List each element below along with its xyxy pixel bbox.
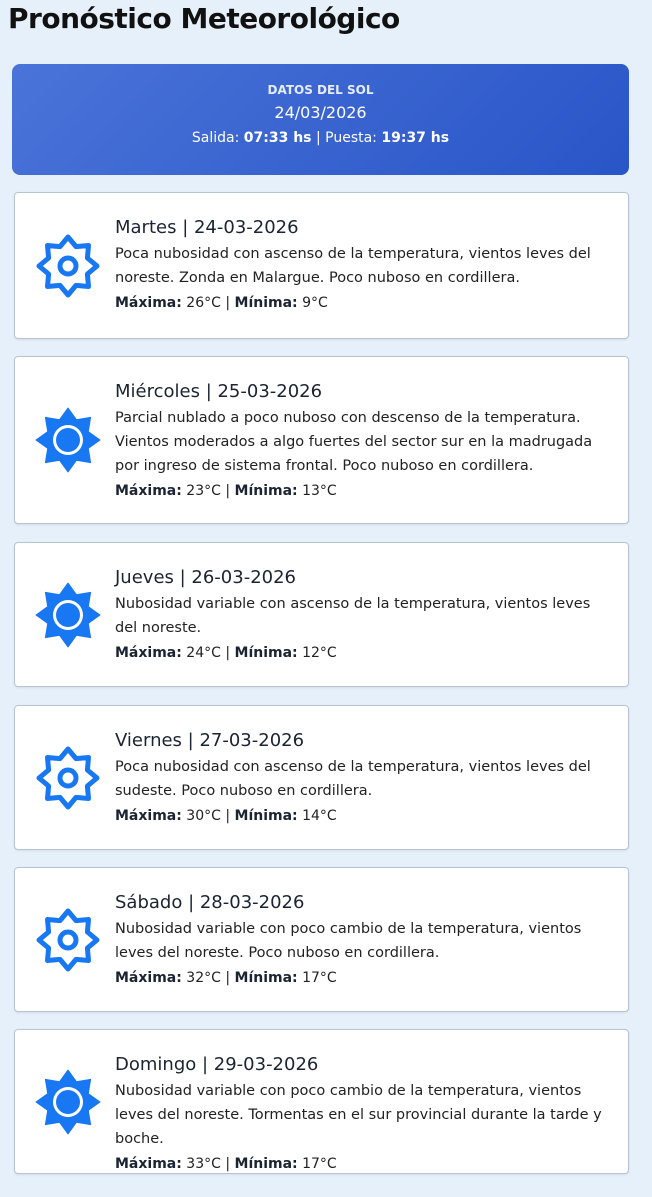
sunset-time: 19:37 hs xyxy=(381,130,450,146)
day-description: Parcial nublado a poco nuboso con descen… xyxy=(115,410,593,474)
day-title: Jueves | 26-03-2026 xyxy=(115,567,297,588)
min-label: Mínima: xyxy=(234,808,298,824)
day-title: Domingo | 29-03-2026 xyxy=(115,1054,319,1075)
day-description: Poca nubosidad con ascenso de la tempera… xyxy=(115,759,591,799)
min-label: Mínima: xyxy=(234,1156,298,1172)
day-temps: Máxima: 33°C | Mínima: 17°C xyxy=(115,1156,612,1172)
max-label: Máxima: xyxy=(115,483,182,499)
max-label: Máxima: xyxy=(115,295,182,311)
day-title: Martes | 24-03-2026 xyxy=(115,217,299,238)
max-label: Máxima: xyxy=(115,970,182,986)
max-temp: 26°C xyxy=(186,295,221,311)
sunset-label: Puesta: xyxy=(325,130,377,146)
max-label: Máxima: xyxy=(115,645,182,661)
min-label: Mínima: xyxy=(234,645,298,661)
separator: | xyxy=(225,1156,231,1172)
day-description: Poca nubosidad con ascenso de la tempera… xyxy=(115,246,591,286)
sunrise-label: Salida: xyxy=(191,130,240,146)
day-title: Viernes | 27-03-2026 xyxy=(115,730,305,751)
separator: | xyxy=(225,483,231,499)
page-title: Pronóstico Meteorológico xyxy=(8,2,400,35)
sun-times: Salida: 07:33 hs | Puesta: 19:37 hs xyxy=(12,130,629,146)
separator: | xyxy=(225,808,231,824)
min-temp: 17°C xyxy=(302,1156,337,1172)
sun-filled-icon xyxy=(35,407,101,473)
sun-outline-icon xyxy=(35,907,101,973)
min-label: Mínima: xyxy=(234,295,298,311)
day-description: Nubosidad variable con poco cambio de la… xyxy=(115,1083,602,1147)
forecast-card: Jueves | 26-03-2026 Nubosidad variable c… xyxy=(14,542,629,687)
min-label: Mínima: xyxy=(234,483,298,499)
sun-data-banner: DATOS DEL SOL 24/03/2026 Salida: 07:33 h… xyxy=(12,64,629,175)
separator: | xyxy=(315,130,321,146)
forecast-card: Domingo | 29-03-2026 Nubosidad variable … xyxy=(14,1029,629,1174)
day-temps: Máxima: 26°C | Mínima: 9°C xyxy=(115,295,612,311)
min-temp: 14°C xyxy=(302,808,337,824)
max-temp: 24°C xyxy=(186,645,221,661)
separator: | xyxy=(225,970,231,986)
forecast-card: Martes | 24-03-2026 Poca nubosidad con a… xyxy=(14,192,629,339)
sun-date: 24/03/2026 xyxy=(274,103,367,122)
max-label: Máxima: xyxy=(115,1156,182,1172)
min-temp: 12°C xyxy=(302,645,337,661)
sun-outline-icon xyxy=(35,745,101,811)
day-description: Nubosidad variable con ascenso de la tem… xyxy=(115,596,591,636)
separator: | xyxy=(225,645,231,661)
separator: | xyxy=(225,295,231,311)
min-temp: 17°C xyxy=(302,970,337,986)
forecast-card: Sábado | 28-03-2026 Nubosidad variable c… xyxy=(14,867,629,1012)
min-temp: 13°C xyxy=(302,483,337,499)
max-temp: 33°C xyxy=(186,1156,221,1172)
min-label: Mínima: xyxy=(234,970,298,986)
day-title: Miércoles | 25-03-2026 xyxy=(115,381,323,402)
sun-outline-icon xyxy=(35,233,101,299)
day-temps: Máxima: 32°C | Mínima: 17°C xyxy=(115,970,612,986)
day-description: Nubosidad variable con poco cambio de la… xyxy=(115,921,582,961)
max-temp: 32°C xyxy=(186,970,221,986)
max-temp: 30°C xyxy=(186,808,221,824)
day-title: Sábado | 28-03-2026 xyxy=(115,892,305,913)
sun-filled-icon xyxy=(35,582,101,648)
forecast-card: Viernes | 27-03-2026 Poca nubosidad con … xyxy=(14,705,629,850)
day-temps: Máxima: 24°C | Mínima: 12°C xyxy=(115,645,612,661)
min-temp: 9°C xyxy=(302,295,328,311)
max-label: Máxima: xyxy=(115,808,182,824)
sun-heading: DATOS DEL SOL xyxy=(267,83,374,97)
day-temps: Máxima: 30°C | Mínima: 14°C xyxy=(115,808,612,824)
forecast-card: Miércoles | 25-03-2026 Parcial nublado a… xyxy=(14,356,629,524)
day-temps: Máxima: 23°C | Mínima: 13°C xyxy=(115,483,612,499)
max-temp: 23°C xyxy=(186,483,221,499)
sun-filled-icon xyxy=(35,1069,101,1135)
sunrise-time: 07:33 hs xyxy=(243,130,312,146)
